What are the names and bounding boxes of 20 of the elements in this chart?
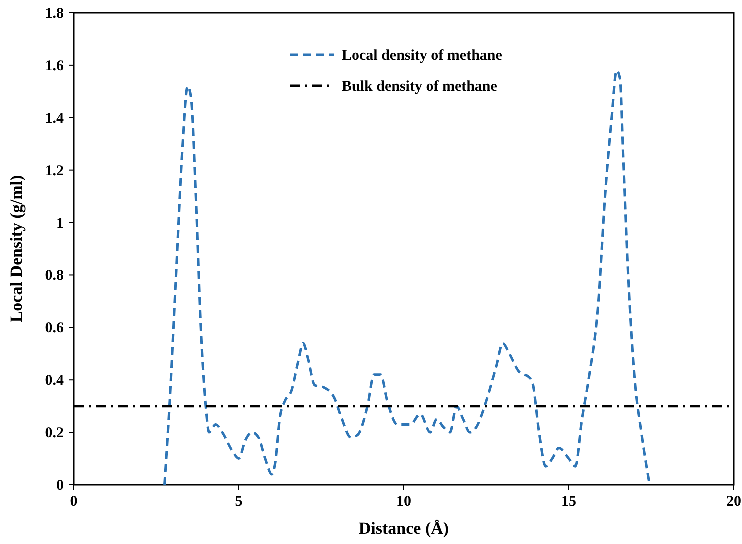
y-tick-label: 1.6: [45, 58, 64, 74]
y-tick-label: 1.8: [45, 6, 64, 22]
x-tick-label: 20: [726, 494, 742, 510]
x-tick-label: 10: [396, 494, 412, 510]
x-tick-label: 0: [70, 494, 78, 510]
x-axis-title: Distance (Å): [358, 519, 450, 538]
y-tick-label: 1.2: [45, 163, 64, 180]
y-tick-label: 0.4: [45, 373, 64, 390]
y-tick-label: 0.6: [45, 320, 64, 337]
y-axis-title: Local Density (g/ml): [7, 175, 26, 323]
y-tick-label: 0.8: [45, 268, 64, 284]
legend-label: Bulk density of methane: [342, 79, 498, 95]
legend-label: Local density of methane: [342, 48, 503, 64]
line-series: [164, 69, 652, 485]
y-tick-label: 0: [56, 478, 64, 494]
y-tick-label: 1: [56, 216, 64, 232]
y-tick-label: 0.2: [45, 426, 64, 442]
x-tick-label: 15: [562, 494, 576, 510]
y-tick-label: 1.4: [45, 110, 64, 127]
x-tick-label: 5: [235, 494, 243, 510]
